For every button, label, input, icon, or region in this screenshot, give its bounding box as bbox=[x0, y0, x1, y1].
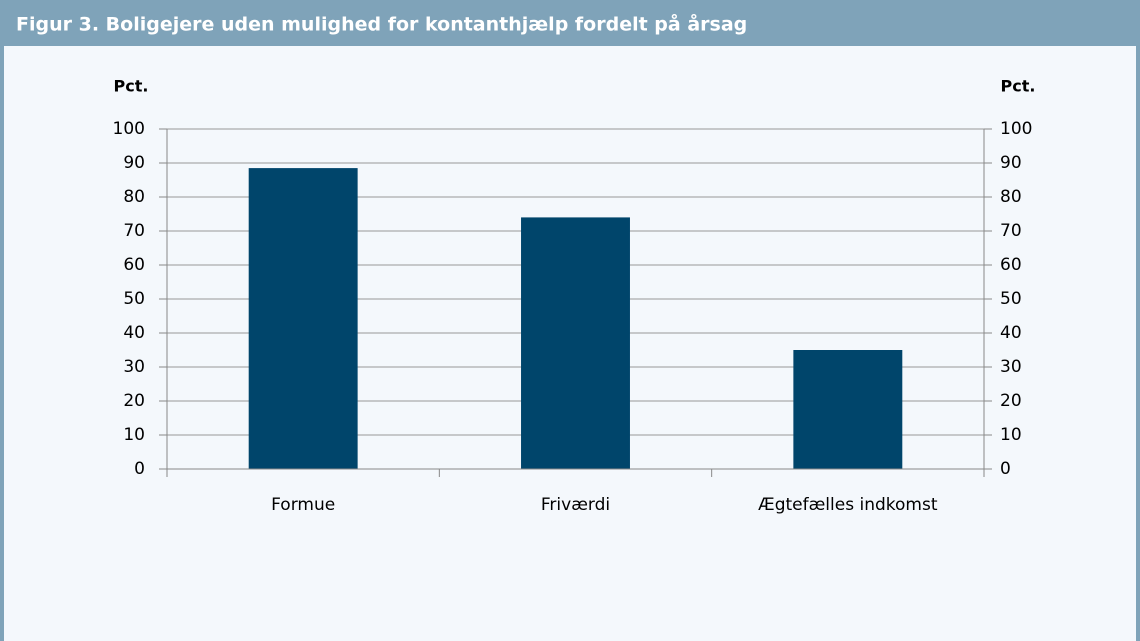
chart-title: Figur 3. Boligejere uden mulighed for ko… bbox=[16, 12, 747, 36]
x-tick-label: Friværdi bbox=[541, 495, 610, 515]
y2-tick-label: 20 bbox=[1000, 391, 1022, 411]
y-axis-label: Pct. bbox=[114, 77, 149, 96]
y2-tick-label: 0 bbox=[1000, 459, 1011, 479]
y2-tick-label: 50 bbox=[1000, 289, 1022, 309]
y-tick-label: 50 bbox=[123, 289, 145, 309]
y-tick-label: 40 bbox=[123, 323, 145, 343]
y-tick-label: 60 bbox=[123, 255, 145, 275]
y2-tick-label: 10 bbox=[1000, 425, 1022, 445]
y2-tick-label: 40 bbox=[1000, 323, 1022, 343]
y-tick-label: 80 bbox=[123, 187, 145, 207]
bar bbox=[521, 217, 630, 469]
title-bar bbox=[0, 0, 1140, 46]
y2-tick-label: 90 bbox=[1000, 153, 1022, 173]
bar bbox=[793, 350, 903, 469]
y-tick-label: 30 bbox=[123, 357, 145, 377]
y2-tick-label: 60 bbox=[1000, 255, 1022, 275]
right-border bbox=[1136, 0, 1140, 641]
y-tick-label: 10 bbox=[123, 425, 145, 445]
y2-tick-label: 80 bbox=[1000, 187, 1022, 207]
left-border bbox=[0, 0, 4, 641]
y2-tick-label: 70 bbox=[1000, 221, 1022, 241]
y2-tick-label: 100 bbox=[1000, 119, 1032, 139]
x-tick-label: Ægtefælles indkomst bbox=[758, 495, 938, 515]
y-tick-label: 20 bbox=[123, 391, 145, 411]
x-tick-label: Formue bbox=[271, 495, 335, 515]
y-tick-label: 70 bbox=[123, 221, 145, 241]
y-tick-label: 100 bbox=[113, 119, 145, 139]
y2-tick-label: 30 bbox=[1000, 357, 1022, 377]
y-tick-label: 90 bbox=[123, 153, 145, 173]
y2-axis-label: Pct. bbox=[1001, 77, 1036, 96]
y-tick-label: 0 bbox=[134, 459, 145, 479]
bar bbox=[248, 168, 358, 469]
